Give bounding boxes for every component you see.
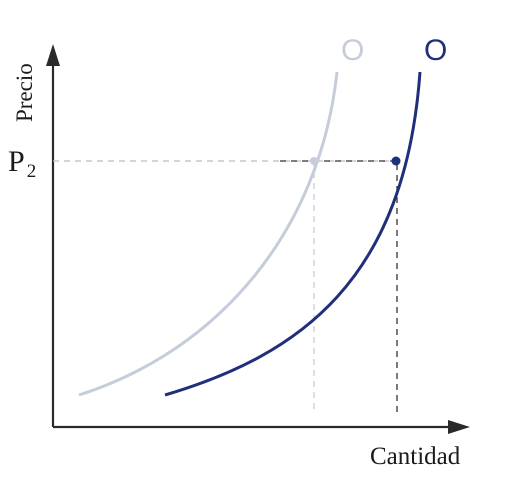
supply-curve-original [78, 71, 339, 397]
price-level-letter: P [8, 145, 25, 178]
y-axis-arrow [46, 44, 60, 66]
x-axis-title: Cantidad [370, 443, 461, 470]
series-label-shifted: O [424, 34, 447, 67]
x-axis-arrow [448, 420, 470, 434]
supply-curve-shifted [164, 71, 422, 397]
equilibrium-point-original [310, 157, 318, 165]
equilibrium-point-shifted [391, 156, 401, 166]
series-label-original: O [341, 34, 364, 67]
price-level-subscript: 2 [27, 161, 37, 182]
y-axis-title: Precio [12, 63, 37, 122]
